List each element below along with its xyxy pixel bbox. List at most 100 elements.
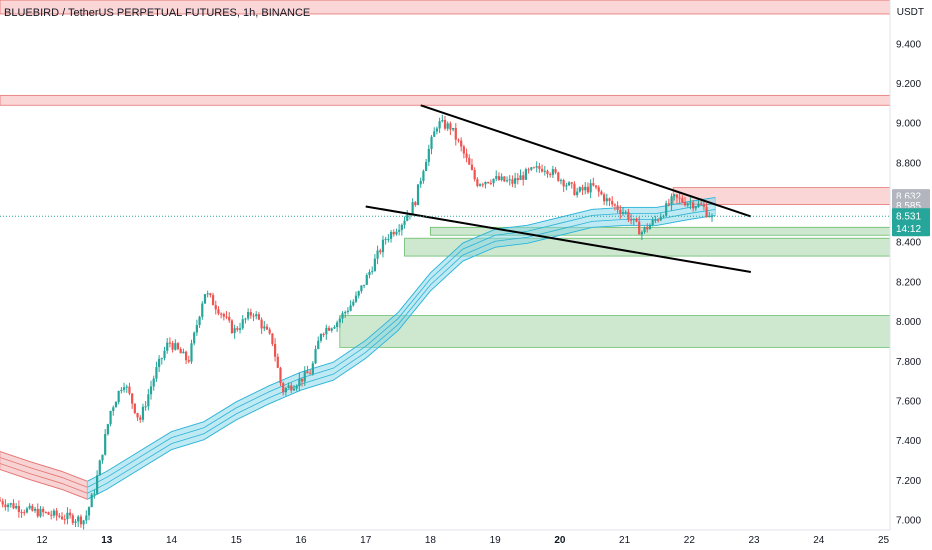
candle-body-150	[403, 220, 406, 225]
y-tick-5: 8.200	[896, 277, 921, 288]
candle-body-255	[686, 203, 689, 206]
candle-body-27	[71, 515, 74, 523]
candle-body-219	[589, 183, 592, 193]
time-axis[interactable]: 12 13 14 15 16 17 18 19 20 21 22 23 24 25	[37, 535, 890, 546]
price-axis[interactable]: 9.400 9.200 9.000 8.800 8.400 8.200 8.000 7.800…	[896, 39, 921, 526]
candle-body-28	[74, 521, 77, 523]
candle-body-179	[481, 184, 484, 186]
candle-body-80	[214, 305, 217, 310]
ma-band-red	[0, 450, 88, 500]
candle-body-236	[635, 218, 638, 222]
candle-body-88	[236, 328, 239, 330]
candle-body-164	[441, 119, 444, 122]
candle-body-70	[187, 360, 190, 362]
candle-body-259	[697, 203, 700, 207]
candle-body-201	[540, 168, 544, 172]
candle-body-48	[128, 386, 131, 394]
x-tick-12: 24	[813, 535, 825, 546]
candle-body-168	[451, 128, 455, 130]
x-tick-13: 25	[878, 535, 890, 546]
candle-body-103	[276, 356, 279, 368]
candle-body-250	[673, 194, 676, 197]
candle-body-11	[28, 505, 31, 509]
trendline-0[interactable]	[420, 104, 752, 218]
candle-body-209	[562, 180, 565, 187]
candle-body-31	[82, 520, 85, 525]
x-tick-1: 13	[101, 535, 113, 546]
candle-body-229	[616, 205, 619, 210]
candle-body-56	[149, 386, 153, 395]
candle-body-241	[648, 224, 652, 230]
candle-body-44	[117, 391, 120, 403]
candle-body-97	[260, 319, 263, 329]
candle-body-148	[398, 229, 401, 232]
y-tick-3: 8.800	[896, 158, 921, 169]
candle-body-221	[594, 185, 598, 188]
candle-body-156	[419, 180, 422, 185]
candle-body-218	[586, 186, 590, 193]
candle-body-91	[244, 318, 247, 320]
candle-body-121	[325, 327, 328, 335]
candle-body-12	[31, 505, 34, 511]
candle-body-24	[63, 519, 66, 521]
candle-body-61	[163, 350, 166, 359]
y-tick-6: 8.000	[896, 317, 921, 328]
candle-body-194	[522, 175, 525, 180]
candle-body-69	[184, 351, 188, 361]
svg-text:8.632: 8.632	[896, 192, 921, 203]
candle-body-20	[52, 510, 56, 516]
candle-body-66	[176, 343, 180, 350]
candle-body-248	[667, 203, 670, 205]
candle-body-183	[492, 178, 495, 184]
candle-body-180	[484, 181, 487, 185]
candle-body-139	[373, 258, 376, 272]
candle-body-93	[249, 312, 252, 316]
x-tick-2: 14	[166, 535, 178, 546]
candle-body-78	[209, 293, 212, 296]
candle-body-146	[392, 232, 395, 235]
candle-body-53	[141, 406, 145, 420]
candle-body-68	[182, 351, 185, 354]
candle-body-232	[624, 211, 627, 213]
trendline-1[interactable]	[365, 205, 752, 273]
candle-body-170	[457, 139, 460, 141]
candle-body-41	[109, 410, 112, 425]
candle-body-108	[290, 385, 293, 391]
candle-body-158	[425, 161, 428, 172]
y-tick-0: 9.400	[896, 39, 921, 50]
candle-body-75	[201, 303, 204, 317]
candle-body-140	[376, 250, 379, 259]
candle-body-30	[79, 516, 83, 525]
candle-body-143	[384, 239, 387, 241]
candle-body-6	[15, 505, 18, 509]
ma-band-blue-line-0	[87, 197, 716, 482]
candle-body-40	[106, 424, 109, 435]
candle-body-73	[195, 325, 198, 333]
candle-body-67	[179, 349, 182, 354]
candle-body-82	[220, 313, 223, 315]
candle-body-144	[387, 238, 390, 240]
candle-body-186	[500, 176, 503, 180]
candle-body-193	[519, 175, 522, 181]
candle-body-138	[371, 271, 374, 273]
currency-label: USDT	[896, 7, 924, 18]
candle-body-154	[414, 202, 417, 206]
support-resistance-zones	[0, 0, 891, 348]
candle-body-1	[1, 501, 4, 505]
moving-average-bands	[0, 196, 716, 501]
candle-body-106	[284, 388, 287, 393]
candle-body-126	[338, 318, 341, 323]
candle-body-19	[50, 514, 53, 516]
candle-body-216	[581, 187, 584, 191]
candle-body-81	[217, 309, 220, 314]
candle-body-177	[476, 179, 479, 186]
y-tick-4: 8.400	[896, 238, 921, 249]
candle-body-160	[430, 136, 433, 149]
candle-body-34	[90, 494, 93, 508]
candle-body-26	[69, 512, 72, 516]
candle-body-72	[193, 332, 196, 344]
candle-body-244	[656, 219, 660, 221]
y-tick-9: 7.400	[896, 436, 921, 447]
candle-body-249	[670, 196, 673, 205]
